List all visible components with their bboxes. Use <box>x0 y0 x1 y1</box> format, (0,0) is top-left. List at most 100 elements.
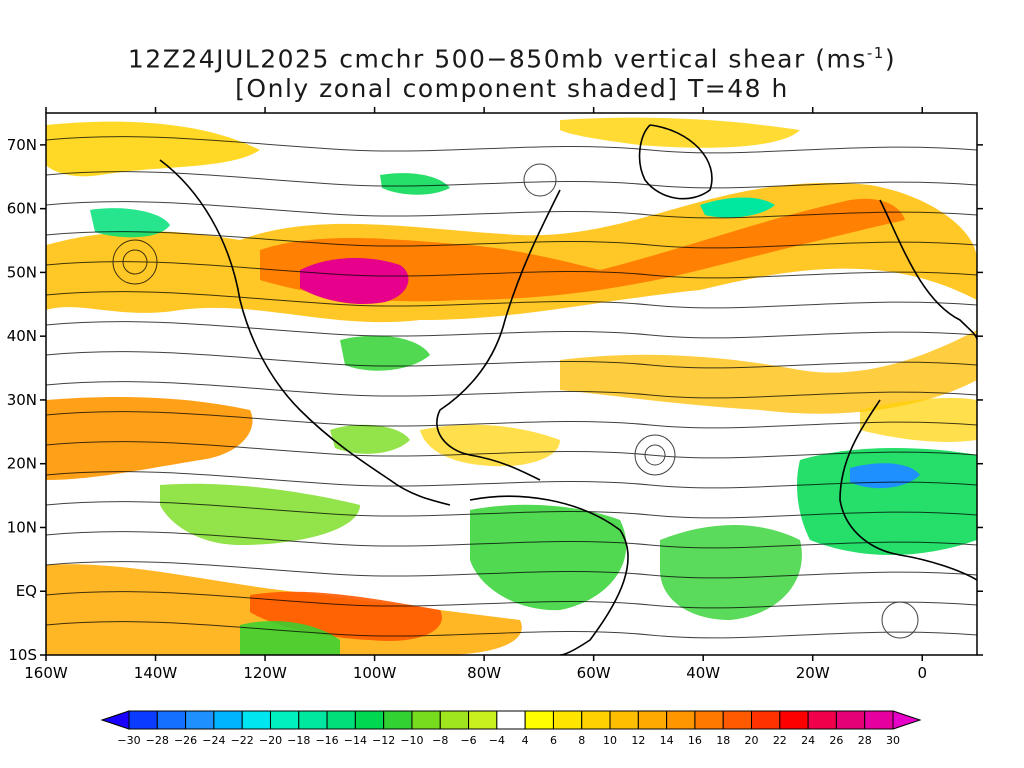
colorbar-label: 26 <box>829 734 843 747</box>
lat-tick-label: 60N <box>7 200 37 218</box>
colorbar-label: 16 <box>688 734 702 747</box>
streamline <box>46 501 977 519</box>
colorbar-box <box>779 710 809 730</box>
colorbar-box <box>552 710 583 730</box>
colorbar-label: 24 <box>801 734 815 747</box>
lon-tick-label: 0 <box>917 664 927 682</box>
lat-tick-label: 10S <box>8 646 37 664</box>
streamline-vortex <box>634 434 676 476</box>
colorbar-label: −30 <box>117 734 140 747</box>
coastline-europe <box>879 199 977 341</box>
streamline-vortex <box>644 444 666 466</box>
colorbar-box <box>241 710 271 730</box>
lat-tick-label: 40N <box>7 327 37 345</box>
map-frame <box>45 112 978 656</box>
colorbar-box <box>666 710 696 730</box>
colorbar-box <box>609 710 639 730</box>
title-line-1: 12Z24JUL2025 cmchr 500−850mb vertical sh… <box>127 44 897 74</box>
shear-band-arctic <box>560 117 800 148</box>
colorbar-box <box>185 710 215 730</box>
colorbar-box <box>637 710 668 730</box>
colorbar-box <box>383 710 413 730</box>
streamline <box>46 531 977 549</box>
colorbar-box <box>269 710 300 730</box>
shear-band-subtropical-pacific <box>46 397 253 480</box>
colorbar-box <box>694 710 724 730</box>
colorbar-box <box>213 710 243 730</box>
coastline-north-america-east <box>436 189 561 481</box>
colorbar-label: −18 <box>287 734 310 747</box>
colorbar-label: 28 <box>858 734 872 747</box>
streamline-vortex <box>122 249 148 275</box>
streamlines <box>46 136 977 639</box>
colorbar-box <box>439 710 470 730</box>
lat-tick-label: 10N <box>7 518 37 536</box>
streamline <box>46 591 977 609</box>
colorbar-high-triangle <box>892 710 922 730</box>
easterly-shear-southern-us <box>340 335 430 371</box>
streamline <box>46 471 977 489</box>
streamline <box>46 441 977 459</box>
colorbar-label: −14 <box>344 734 367 747</box>
colorbar-label: 12 <box>631 734 645 747</box>
lon-tick-label: 100W <box>353 664 397 682</box>
colorbar-box <box>298 710 328 730</box>
coastline-greenland <box>638 124 713 200</box>
colorbar-label: 20 <box>745 734 759 747</box>
colorbar-box <box>496 710 526 730</box>
colorbar-label: −22 <box>231 734 254 747</box>
coastline-south-america <box>469 495 629 655</box>
streamline <box>46 231 977 249</box>
colorbar-label: 4 <box>522 734 529 747</box>
colorbar-box <box>354 710 385 730</box>
colorbar-label: −28 <box>146 734 169 747</box>
coastline-africa <box>839 399 977 581</box>
colorbar: −30 −28 −26 −24 −22 −20 −18 −16 −14 −12 −10 −8 −6 −4 4… <box>100 710 922 747</box>
streamline <box>46 381 977 399</box>
lon-tick-label: 40W <box>686 664 720 682</box>
colorbar-label: 22 <box>773 734 787 747</box>
streamline <box>46 621 977 639</box>
shear-max-rockies <box>300 258 409 305</box>
easterly-shear-hudson-bay <box>380 173 450 195</box>
lat-tick-label: 50N <box>7 263 37 281</box>
colorbar-box <box>835 710 866 730</box>
streamline <box>46 171 977 189</box>
shear-band-gulf <box>420 424 560 467</box>
colorbar-label: 30 <box>886 734 900 747</box>
streamline <box>46 411 977 429</box>
colorbar-low-triangle <box>100 710 130 730</box>
colorbar-box <box>581 710 611 730</box>
streamline <box>46 291 977 309</box>
easterly-shear-tropical-atlantic <box>470 504 627 611</box>
colorbar-label: 8 <box>578 734 585 747</box>
map-panel <box>46 113 977 655</box>
colorbar-label: −12 <box>372 734 395 747</box>
lat-tick-label: 20N <box>7 455 37 473</box>
shear-band-west-africa <box>860 398 977 442</box>
colorbar-box <box>326 710 356 730</box>
title-line-2: [Only zonal component shaded] T=48 h <box>235 74 789 103</box>
colorbar-label: −26 <box>174 734 197 747</box>
streamline <box>46 136 977 154</box>
easterly-shear-labrador <box>700 197 775 218</box>
easterly-shear-caribbean <box>330 424 410 454</box>
streamline <box>46 321 977 339</box>
lon-tick-label: 120W <box>243 664 287 682</box>
lat-tick-label: 30N <box>7 391 37 409</box>
streamline-vortex <box>112 239 158 285</box>
coastline-north-america-west <box>159 159 451 506</box>
easterly-shear-northeast-pacific <box>90 208 170 238</box>
streamline <box>46 351 977 369</box>
colorbar-box <box>751 710 781 730</box>
latitude-axis: 70N 60N 50N 40N 30N 20N 10N EQ 10S <box>7 136 983 664</box>
streamline <box>46 561 977 579</box>
colorbar-label: 6 <box>550 734 557 747</box>
colorbar-label: 10 <box>603 734 617 747</box>
colorbar-box <box>468 710 498 730</box>
colorbar-box <box>156 710 187 730</box>
lon-tick-label: 20W <box>796 664 830 682</box>
easterly-shear-equatorial-atlantic <box>660 525 802 620</box>
colorbar-box <box>411 710 441 730</box>
